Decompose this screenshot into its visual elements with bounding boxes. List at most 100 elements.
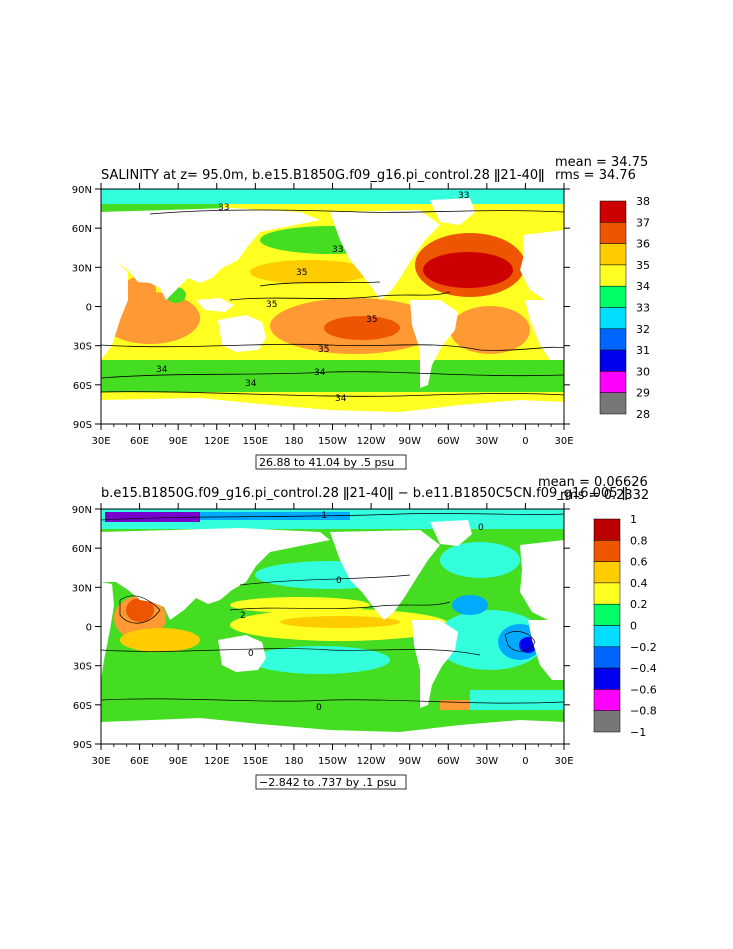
colorbar-swatch: [593, 646, 621, 669]
panel-1-gyre-north-atlantic-core: [423, 252, 513, 288]
panel-1-land-north-america: [330, 210, 440, 300]
panel-1-arctic-band: [101, 189, 564, 204]
y-tick-label: 90N: [72, 185, 92, 196]
x-tick-label: 30W: [476, 756, 499, 767]
colorbar-swatch: [593, 582, 621, 605]
colorbar-label: 1: [630, 513, 637, 526]
panel-2-north-pacific-yellow: [230, 597, 370, 613]
colorbar-swatch: [599, 222, 627, 244]
panel-1-y-axis: 90N 60N 30N 0 30S 60S 90S: [72, 185, 570, 431]
panel-1-contour-label: 33: [458, 191, 469, 201]
panel-1-land-africa-right: [525, 300, 564, 360]
panel-1-colorbar: 38 37 36 35 34 33 32 31 30 29 28: [599, 195, 650, 421]
panel-2-north-atlantic-cyan: [440, 542, 520, 578]
panel-2-contour-label: 0: [336, 576, 342, 586]
panel-1-contour-label: 34: [335, 394, 347, 404]
x-tick-label: 150W: [318, 756, 347, 767]
colorbar-swatch: [593, 625, 621, 648]
panel-2-arctic-purple: [105, 512, 200, 522]
panel-1-contour-label: 33: [218, 203, 229, 213]
colorbar-label: 31: [636, 344, 650, 357]
panel-1-land-eurasia: [101, 208, 320, 300]
panel-1-contours: [101, 209, 564, 397]
panel-2-south-pacific-cyan: [250, 646, 390, 674]
colorbar-swatch: [599, 243, 627, 266]
colorbar-swatch: [599, 371, 627, 393]
x-tick-label: 30E: [554, 756, 573, 767]
colorbar-swatch: [593, 689, 621, 711]
y-tick-label: 30N: [72, 263, 92, 274]
colorbar-label: 32: [636, 323, 650, 336]
x-tick-label: 120W: [357, 756, 386, 767]
colorbar-label: −0.8: [630, 705, 657, 718]
colorbar-swatch: [599, 307, 627, 330]
panel-1-title: SALINITY at z= 95.0m, b.e15.B1850G.f09_g…: [101, 168, 545, 183]
panel-2-land-south-america: [412, 620, 458, 708]
panel-1-mean: mean = 34.75: [555, 155, 648, 170]
panel-2-rms: rms = 0.2332: [560, 488, 649, 503]
colorbar-swatch: [593, 561, 621, 584]
panel-1-range-box: [255, 454, 407, 470]
colorbar-label: −0.6: [630, 683, 657, 696]
panel-2-indian-yellow: [120, 628, 200, 652]
panel-1-contour-label: 35: [366, 315, 377, 325]
colorbar-swatch: [599, 285, 627, 308]
panel-2-contours: [101, 513, 564, 704]
panel-2-arabian-dark: [126, 598, 154, 622]
panel-2-x-axis: 30E 60E 90E 120E 150E 180 150W 120W 90W 60W 30W 0 30…: [91, 503, 574, 767]
x-tick-label: 150E: [243, 756, 268, 767]
x-tick-label: 150E: [243, 436, 268, 447]
panel-1-land-australia: [218, 315, 266, 352]
panel-2-land-antarctica: [101, 718, 564, 744]
y-tick-label: 0: [86, 303, 92, 314]
x-tick-label: 120E: [204, 756, 229, 767]
x-tick-label: 180: [284, 436, 303, 447]
panel-2-contour-label: 2: [240, 611, 246, 621]
x-tick-label: 60E: [130, 756, 149, 767]
panel-2-land-africa-right: [528, 620, 564, 680]
panel-1-x-axis: 30E 60E 90E 120E 150E 180 150W 120W 90W 60W 30W 0 30…: [91, 183, 574, 447]
x-tick-label: 90E: [169, 436, 188, 447]
y-tick-label: 60N: [72, 224, 92, 235]
panel-1-arctic-band-2: [101, 204, 221, 212]
colorbar-swatch: [593, 710, 621, 733]
colorbar-label: 38: [636, 195, 650, 208]
colorbar-label: 30: [636, 365, 650, 378]
panel-1-gyre-north-pacific: [250, 260, 370, 284]
panel-1-gyre-arabian: [124, 276, 156, 304]
x-tick-label: 60E: [130, 436, 149, 447]
x-tick-label: 90E: [169, 756, 188, 767]
panel-1-contour-label: 33: [332, 245, 343, 255]
panel-difference: b.e15.B1850G.f09_g16.pi_control.28 ǁ21-4…: [72, 475, 657, 790]
colorbar-swatch: [599, 200, 627, 223]
panel-2-land-australia: [218, 635, 266, 672]
panel-2-map: [101, 509, 564, 744]
colorbar-label: 0.6: [630, 556, 648, 569]
panel-2-gulf-stream: [452, 595, 488, 615]
y-tick-label: 30S: [73, 662, 92, 673]
panel-2-contour-label: 0: [478, 523, 484, 533]
x-tick-label: 60W: [437, 756, 460, 767]
y-tick-label: 60S: [73, 701, 92, 712]
panel-1-contour-label: 34: [245, 379, 257, 389]
colorbar-label: 0.8: [630, 534, 648, 547]
x-tick-label: 30E: [91, 436, 110, 447]
colorbar-swatch: [593, 667, 621, 690]
y-tick-label: 60N: [72, 544, 92, 555]
y-tick-label: 30S: [73, 342, 92, 353]
panel-1-land-africa: [101, 262, 128, 360]
colorbar-label: 0.2: [630, 598, 648, 611]
panel-2-land-eurasia: [101, 528, 330, 620]
colorbar-label: 36: [636, 238, 650, 251]
panel-2-mean: mean = 0.06626: [538, 475, 648, 490]
panel-1-map: [101, 189, 564, 424]
colorbar-swatch: [599, 392, 627, 415]
panel-2-land-europe-right: [520, 540, 564, 620]
y-tick-label: 30N: [72, 583, 92, 594]
x-tick-label: 0: [522, 756, 528, 767]
y-tick-label: 0: [86, 623, 92, 634]
colorbar-label: 35: [636, 259, 650, 272]
colorbar-label: 37: [636, 216, 650, 229]
x-tick-label: 90W: [398, 436, 421, 447]
